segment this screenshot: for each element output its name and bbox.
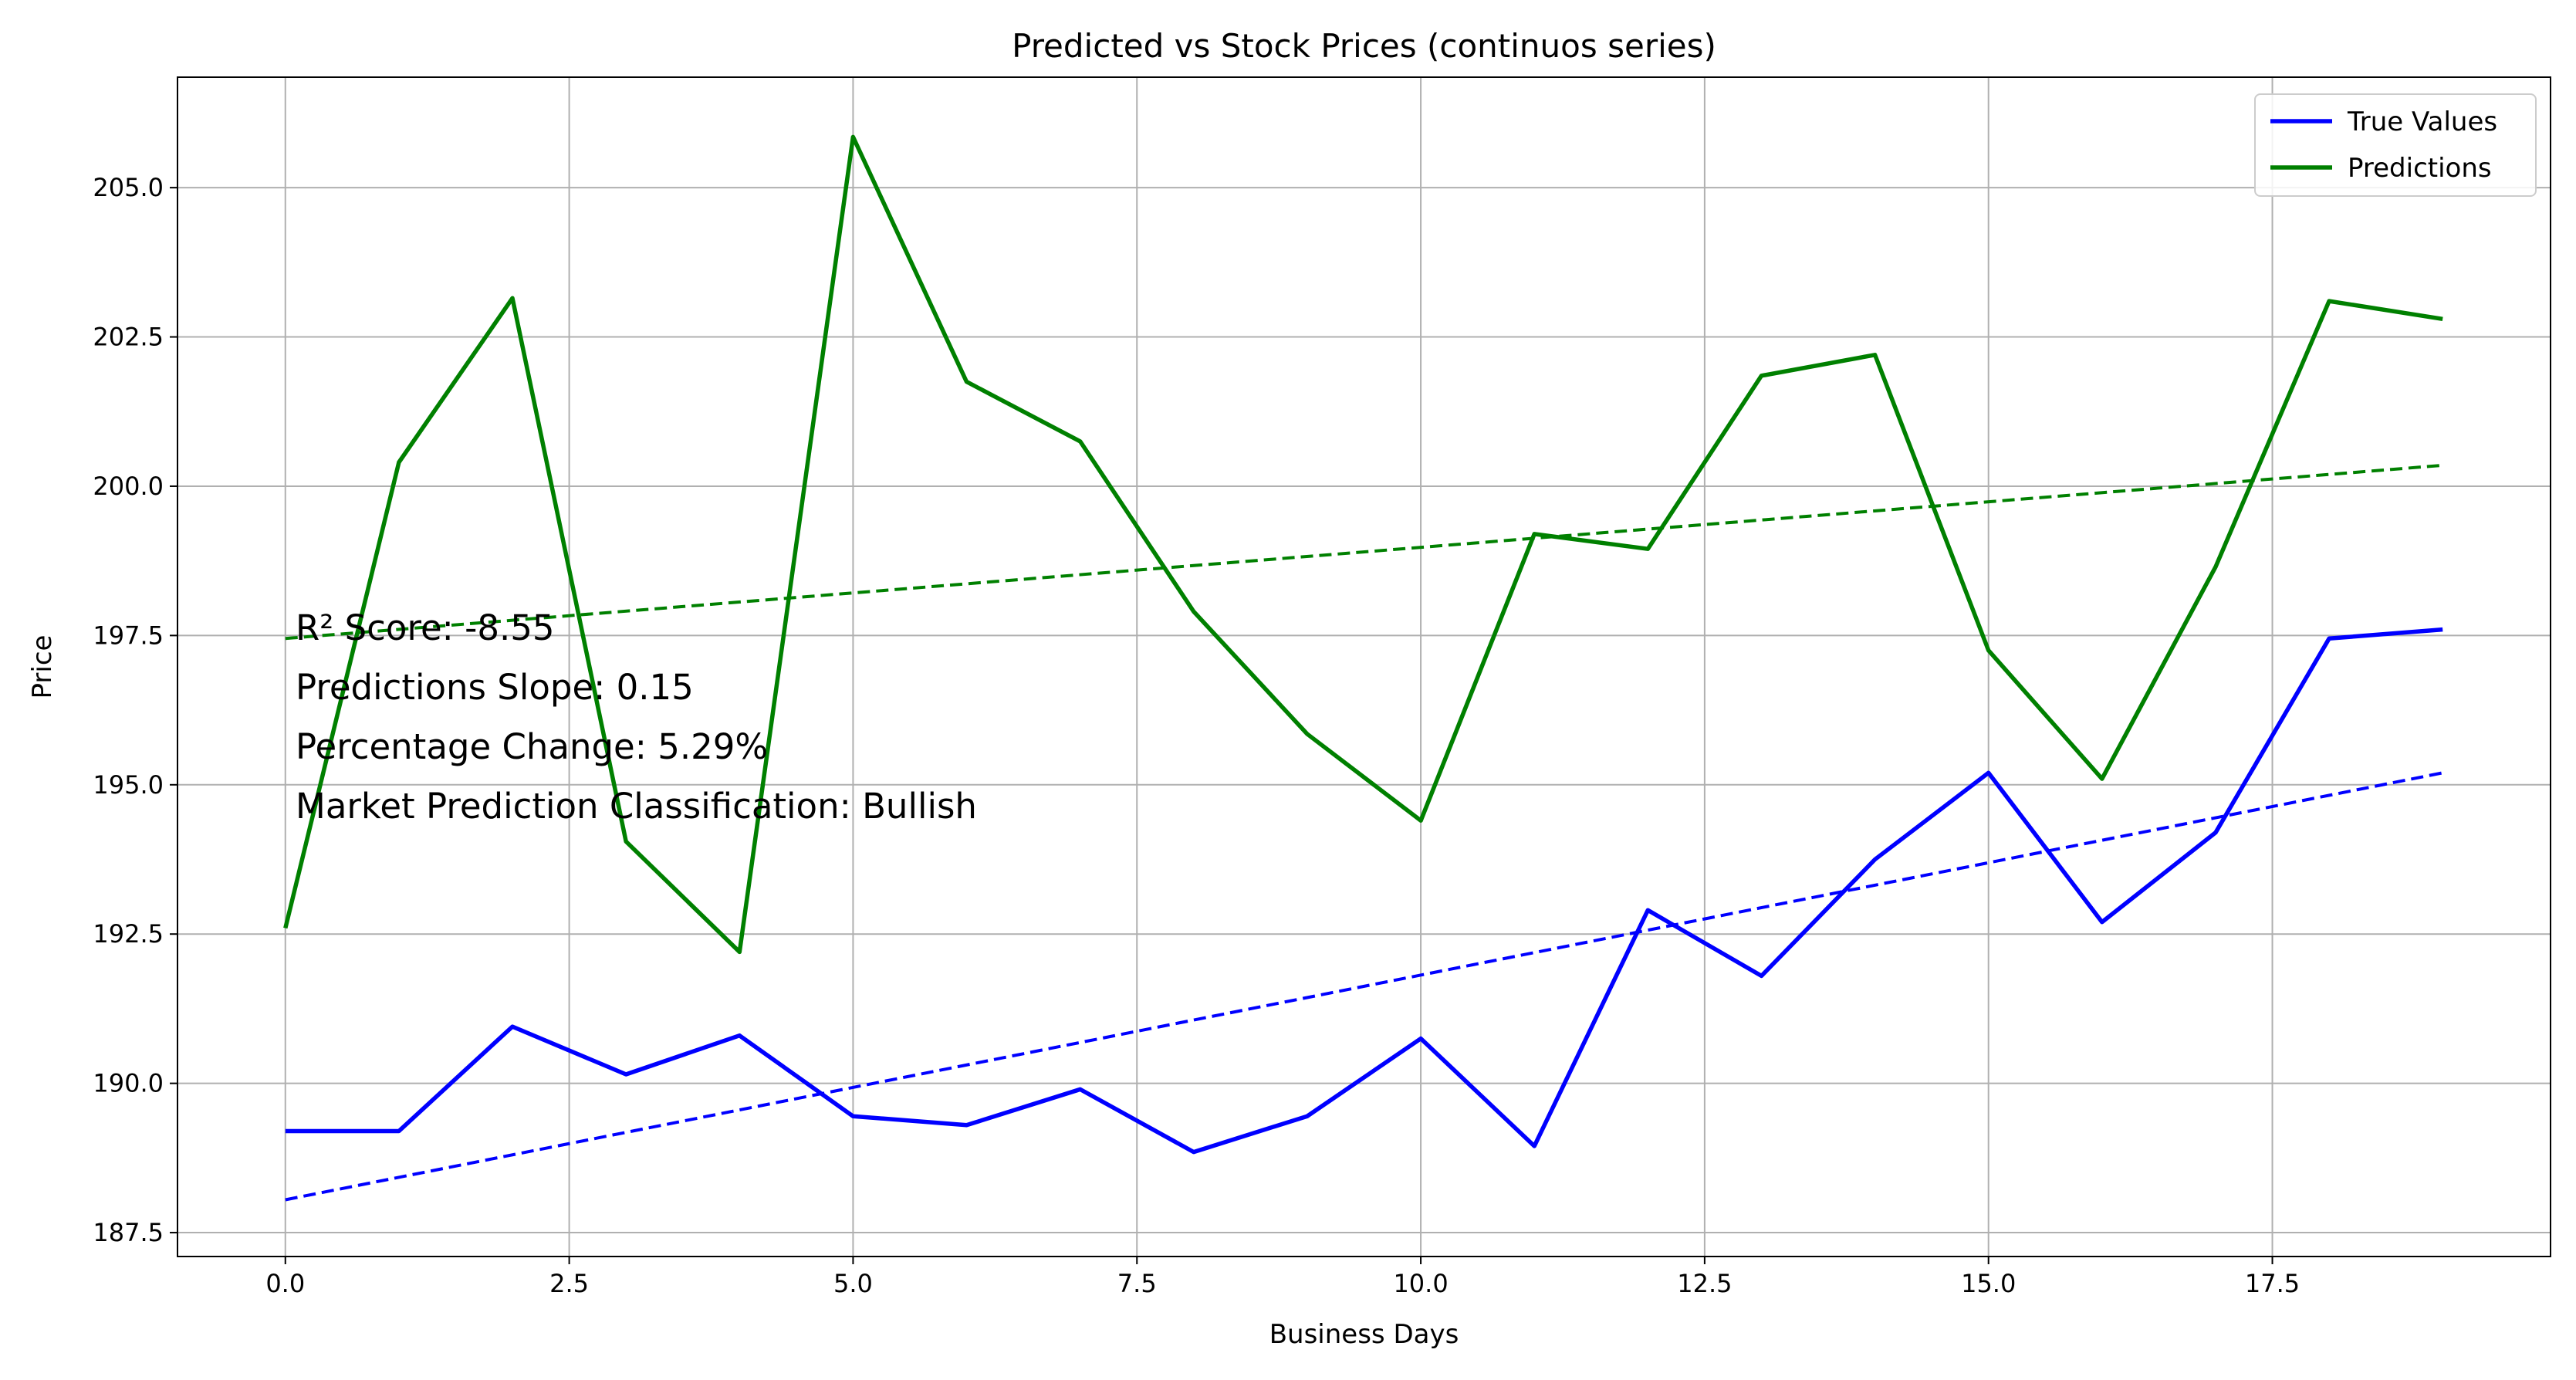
- legend-label: True Values: [2347, 107, 2497, 137]
- x-tick-label: 15.0: [1961, 1269, 2016, 1298]
- trend-line-true-values: [285, 771, 2443, 1202]
- x-tick-label: 10.0: [1393, 1269, 1448, 1298]
- annotation-line: Predictions Slope: 0.15: [296, 667, 694, 708]
- grid: [177, 77, 2551, 1257]
- x-axis-label: Business Days: [1269, 1319, 1459, 1350]
- plot-frame: [177, 76, 2551, 1257]
- x-tick-label: 0.0: [265, 1269, 305, 1298]
- annotation-line: R² Score: -8.55: [296, 607, 555, 648]
- series-lines: [283, 134, 2443, 1155]
- y-tick-label: 197.5: [93, 621, 164, 650]
- series-line-true-values: [285, 627, 2443, 1155]
- x-tick-label: 17.5: [2245, 1269, 2300, 1298]
- x-tick-label: 7.5: [1117, 1269, 1157, 1298]
- chart-title: Predicted vs Stock Prices (continuos ser…: [1012, 27, 1716, 65]
- ticks: 0.0 2.5 5.0 7.5 10.0 12.5 15.0 17.5 187.5 190.0 19…: [93, 173, 2300, 1298]
- trend-line-predictions: [285, 463, 2443, 641]
- y-tick-label: 205.0: [93, 173, 164, 202]
- legend-label: Predictions: [2348, 153, 2492, 184]
- y-tick-label: 192.5: [93, 919, 164, 949]
- y-tick-label: 190.0: [93, 1069, 164, 1098]
- y-axis-label: Price: [27, 635, 58, 699]
- x-tick-label: 2.5: [549, 1269, 589, 1298]
- series-line-predictions: [283, 134, 2443, 955]
- x-tick-label: 12.5: [1677, 1269, 1732, 1298]
- annotation-line: Market Prediction Classification: Bullis…: [296, 786, 977, 827]
- trend-lines: [285, 463, 2443, 1202]
- y-tick-label: 200.0: [93, 472, 164, 501]
- y-tick-label: 195.0: [93, 770, 164, 800]
- y-tick-label: 202.5: [93, 323, 164, 352]
- annotation-line: Percentage Change: 5.29%: [296, 726, 768, 767]
- legend: True Values Predictions: [2254, 93, 2537, 197]
- x-tick-label: 5.0: [833, 1269, 873, 1298]
- annotations: R² Score: -8.55 Predictions Slope: 0.15 Pe…: [296, 607, 977, 827]
- y-tick-label: 187.5: [93, 1218, 164, 1247]
